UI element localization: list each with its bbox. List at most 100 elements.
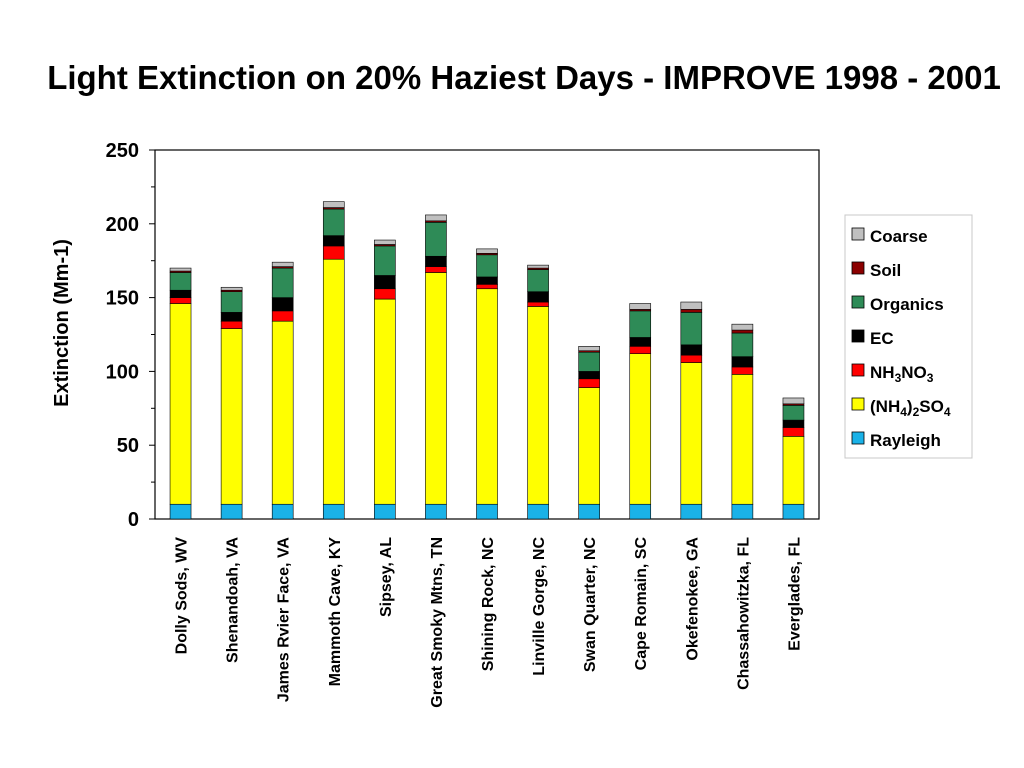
bar-segment [169, 267, 192, 272]
bar-segment [782, 436, 805, 505]
y-tick-label: 100 [106, 361, 139, 383]
legend-label: EC [870, 329, 894, 348]
bar-segment [578, 387, 600, 505]
bar-segment [220, 328, 243, 505]
bar-segment [169, 503, 192, 520]
bar-segment [374, 245, 396, 276]
bar-segment [527, 264, 549, 269]
bar-segment [527, 301, 549, 307]
bar-segment [731, 356, 754, 368]
bar-segment [322, 201, 345, 208]
bar-segment [271, 261, 294, 267]
bar-segment [169, 297, 192, 304]
bar-segment [476, 254, 498, 278]
x-tick-label: Dolly Sods, WV [174, 537, 191, 655]
legend-swatch [851, 363, 865, 377]
bar-segment [578, 351, 600, 372]
x-axis-labels: Dolly Sods, WV Shenandoah, VA James Rvier … [174, 537, 804, 708]
bar-segment [629, 303, 652, 310]
bar-segment [476, 503, 498, 520]
bar-segment [425, 214, 447, 222]
legend-label: (NH4​)2​SO4​ [870, 397, 951, 419]
bar-segment [322, 208, 345, 236]
bars-group [169, 201, 805, 520]
bar-segment [425, 503, 447, 520]
bar-segment [731, 366, 754, 375]
bar-segment [629, 503, 652, 520]
y-tick-label: 150 [106, 288, 139, 310]
x-tick-label: Great Smoky Mtns, TN [429, 537, 446, 708]
x-tick-label: Everglades, FL [787, 537, 804, 651]
legend-label: Rayleigh [870, 431, 941, 450]
x-tick-label: Shenandoah, VA [225, 537, 242, 663]
bar-segment [527, 269, 549, 292]
bar-segment [629, 337, 652, 347]
legend-swatch [851, 227, 865, 241]
chart-title: Light Extinction on 20% Haziest Days - I… [47, 59, 1001, 96]
x-tick-label: Swan Quarter, NC [582, 537, 599, 673]
bar-segment [169, 289, 192, 298]
bar-segment [680, 301, 703, 310]
bar-segment [629, 310, 652, 338]
bar-segment [425, 255, 447, 267]
bar-segment [425, 222, 447, 257]
legend-label: Coarse [870, 227, 928, 246]
bar-segment [374, 288, 396, 300]
x-tick-label: Okefenokee, GA [684, 537, 701, 661]
legend: Coarse Soil Organics EC NH3​NO3​ (NH4​)2​SO4​… [851, 227, 951, 450]
bar-segment [271, 310, 294, 322]
bar-segment [220, 320, 243, 329]
y-tick-label: 50 [117, 435, 139, 457]
bar-segment [322, 235, 345, 247]
x-tick-label: Sipsey, AL [378, 537, 395, 617]
bar-segment [220, 503, 243, 520]
bar-segment [322, 245, 345, 260]
legend-swatch [851, 397, 865, 411]
y-axis-label: Extinction (Mm-1) [51, 239, 73, 407]
legend-swatch [851, 295, 865, 309]
y-axis: 0 50 100 150 200 250 [106, 140, 155, 531]
bar-segment [782, 397, 805, 405]
bar-segment [629, 353, 652, 505]
bar-segment [680, 344, 703, 356]
bar-segment [271, 297, 294, 312]
bar-segment [578, 371, 600, 380]
bar-segment [220, 286, 243, 291]
bar-segment [425, 272, 447, 505]
x-tick-label: Chassahowitzka, FL [735, 537, 752, 690]
bar-segment [731, 323, 754, 331]
x-tick-label: Mammoth Cave, KY [327, 537, 344, 687]
bar-segment [527, 291, 549, 303]
bar-segment [731, 374, 754, 505]
bar-segment [425, 266, 447, 273]
legend-label: Organics [870, 295, 944, 314]
bar-segment [374, 275, 396, 290]
bar-segment [578, 378, 600, 388]
y-tick-label: 200 [106, 214, 139, 236]
legend-label: NH3​NO3​ [870, 363, 934, 385]
x-tick-label: Cape Romain, SC [633, 537, 650, 671]
y-tick-label: 0 [128, 509, 139, 531]
bar-segment [731, 503, 754, 520]
bar-segment [680, 354, 703, 363]
bar-segment [680, 503, 703, 520]
x-tick-label: Linville Gorge, NC [531, 537, 548, 676]
bar-segment [629, 346, 652, 354]
legend-swatch [851, 329, 865, 343]
legend-swatch [851, 431, 865, 445]
bar-segment [476, 284, 498, 290]
bar-segment [731, 329, 754, 334]
bar-segment [271, 320, 294, 505]
bar-segment [680, 362, 703, 505]
legend-swatch [851, 261, 865, 275]
bar-segment [680, 309, 703, 313]
bar-segment [322, 258, 345, 505]
bar-segment [476, 276, 498, 285]
bar-segment [271, 267, 294, 298]
bar-segment [527, 306, 549, 505]
bar-segment [476, 288, 498, 505]
bar-segment [782, 503, 805, 520]
bar-segment [271, 503, 294, 520]
bar-segment [374, 239, 396, 245]
